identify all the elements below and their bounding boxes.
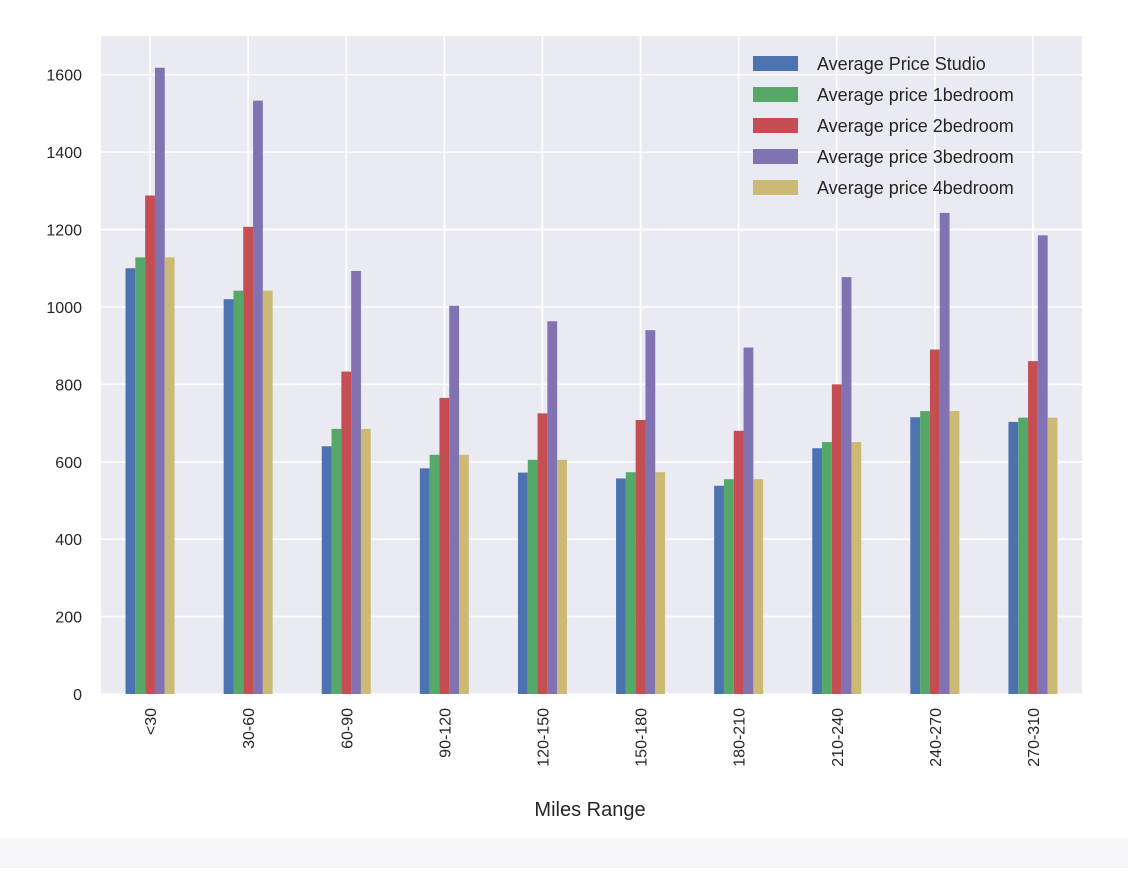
y-tick-label: 1000 <box>46 300 82 317</box>
bar-average-price-1bedroom-9 <box>1018 417 1029 694</box>
bar-average-price-studio-1 <box>223 299 234 694</box>
bar-average-price-2bedroom-6 <box>733 430 744 694</box>
x-tick-label: 180-210 <box>732 708 749 767</box>
bar-average-price-2bedroom-1 <box>243 226 254 694</box>
bar-average-price-3bedroom-8 <box>939 212 950 695</box>
bar-average-price-studio-5 <box>616 478 626 694</box>
bar-average-price-4bedroom-2 <box>360 428 371 694</box>
bar-average-price-1bedroom-8 <box>920 411 930 694</box>
bar-average-price-4bedroom-5 <box>655 472 666 694</box>
bar-average-price-2bedroom-8 <box>929 349 940 694</box>
legend-entry-label: Average Price Studio <box>817 54 986 74</box>
y-tick-label: 200 <box>55 610 82 627</box>
bar-average-price-4bedroom-4 <box>557 459 567 694</box>
bar-average-price-2bedroom-9 <box>1028 361 1038 694</box>
x-tick-label: 210-240 <box>830 708 847 767</box>
bar-average-price-2bedroom-4 <box>537 413 548 694</box>
x-tick-label: 60-90 <box>339 708 356 749</box>
y-tick-label: 600 <box>55 455 82 472</box>
legend-entry-label: Average price 3bedroom <box>817 147 1014 167</box>
bar-average-price-studio-0 <box>125 268 136 694</box>
bar-average-price-4bedroom-6 <box>753 479 764 694</box>
bar-average-price-3bedroom-1 <box>253 100 263 695</box>
bar-average-price-1bedroom-1 <box>233 290 244 694</box>
y-tick-label: 400 <box>55 532 82 549</box>
bars <box>125 67 1058 695</box>
x-tick-label: 30-60 <box>241 708 258 749</box>
bar-average-price-2bedroom-2 <box>341 371 352 694</box>
legend-swatch <box>753 149 798 164</box>
bar-average-price-4bedroom-0 <box>164 257 175 694</box>
y-axis-ticks: 0 200 400 600 800 1000 1200 1400 1600 <box>46 68 82 704</box>
bar-average-price-1bedroom-7 <box>822 442 832 694</box>
x-tick-label: <30 <box>143 708 160 735</box>
bar-average-price-1bedroom-0 <box>135 257 146 694</box>
bar-average-price-3bedroom-6 <box>743 347 754 694</box>
bar-average-price-2bedroom-0 <box>145 195 155 694</box>
bar-average-price-4bedroom-7 <box>851 442 862 694</box>
bar-average-price-3bedroom-5 <box>645 330 656 694</box>
y-tick-label: 800 <box>55 377 82 394</box>
bar-average-price-3bedroom-3 <box>449 305 460 694</box>
bar-average-price-studio-4 <box>517 472 528 694</box>
bar-average-price-1bedroom-3 <box>429 454 440 694</box>
x-tick-label: 270-310 <box>1026 708 1043 767</box>
bar-average-price-2bedroom-3 <box>439 397 450 694</box>
bar-average-price-studio-3 <box>419 468 430 694</box>
legend: Average Price Studio Average price 1bedro… <box>753 54 1014 198</box>
bar-average-price-2bedroom-7 <box>831 384 842 694</box>
bar-average-price-1bedroom-4 <box>527 459 538 694</box>
bar-average-price-4bedroom-3 <box>459 454 469 694</box>
x-tick-label: 90-120 <box>437 708 454 758</box>
bar-average-price-1bedroom-6 <box>723 479 734 694</box>
y-tick-label: 1400 <box>46 145 82 162</box>
window-bottom-strip <box>0 838 1128 868</box>
bar-average-price-1bedroom-2 <box>331 428 342 694</box>
bar-average-price-studio-2 <box>321 446 332 694</box>
bar-average-price-3bedroom-9 <box>1037 235 1048 694</box>
bar-average-price-4bedroom-9 <box>1047 417 1058 694</box>
bar-average-price-4bedroom-8 <box>949 411 960 694</box>
y-tick-label: 1200 <box>46 223 82 240</box>
x-tick-label: 240-270 <box>928 708 945 767</box>
bar-average-price-2bedroom-5 <box>635 419 646 694</box>
bar-average-price-studio-9 <box>1008 421 1019 694</box>
bar-average-price-4bedroom-1 <box>262 290 273 694</box>
bar-average-price-3bedroom-0 <box>154 67 165 694</box>
y-tick-label: 0 <box>73 687 82 704</box>
bar-average-price-studio-8 <box>910 417 921 694</box>
x-axis-label: Miles Range <box>534 799 645 821</box>
legend-swatch <box>753 180 798 195</box>
legend-entry-label: Average price 2bedroom <box>817 116 1014 136</box>
bar-average-price-3bedroom-2 <box>351 270 361 694</box>
bar-average-price-3bedroom-7 <box>841 277 852 694</box>
y-tick-label: 1600 <box>46 68 82 85</box>
bar-average-price-studio-6 <box>714 485 724 694</box>
x-axis-ticks: <30 30-60 60-90 90-120 120-150 150-180 180-210… <box>143 708 1043 767</box>
legend-entry-label: Average price 1bedroom <box>817 85 1014 105</box>
bar-average-price-1bedroom-5 <box>625 472 636 694</box>
legend-swatch <box>753 56 798 71</box>
legend-entry-label: Average price 4bedroom <box>817 178 1014 198</box>
bar-average-price-studio-7 <box>812 448 823 694</box>
x-tick-label: 150-180 <box>634 708 651 767</box>
legend-swatch <box>753 118 798 133</box>
bar-average-price-3bedroom-4 <box>547 321 558 694</box>
x-tick-label: 120-150 <box>535 708 552 767</box>
legend-swatch <box>753 87 798 102</box>
